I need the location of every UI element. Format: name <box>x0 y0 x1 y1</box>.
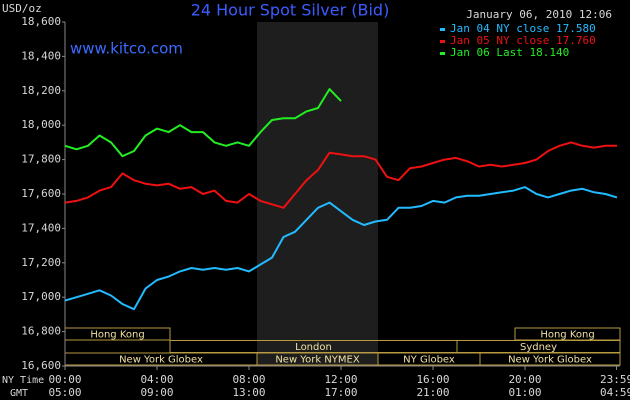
y-axis-label: USD/oz <box>2 2 42 15</box>
legend-label: Jan 04 NY close 17.580 <box>450 22 596 35</box>
x2-tick-label: 13:00 <box>232 386 265 399</box>
y-tick-label: 18,400 <box>21 49 61 62</box>
legend-swatch <box>440 40 445 43</box>
legend-swatch <box>440 28 445 31</box>
x-row-label: GMT <box>10 388 28 399</box>
session-label: Hong Kong <box>90 330 144 341</box>
x2-tick-label: 09:00 <box>140 386 173 399</box>
y-tick-label: 18,600 <box>21 15 61 28</box>
x2-tick-label: 17:00 <box>324 386 357 399</box>
legend-label: Jan 06 Last 18.140 <box>450 46 569 59</box>
x-tick-label: 23:59 <box>600 373 630 386</box>
legend-label: Jan 05 NY close 17.760 <box>450 34 596 47</box>
legend-swatch <box>440 52 445 55</box>
y-tick-label: 18,200 <box>21 84 61 97</box>
session-label: NY Globex <box>403 355 455 366</box>
series-line <box>64 186 618 311</box>
date-label: January 06, 2010 12:06 <box>466 8 612 21</box>
x-tick-label: 16:00 <box>416 373 449 386</box>
x-tick-label: 08:00 <box>232 373 265 386</box>
chart-title: 24 Hour Spot Silver (Bid) <box>191 1 390 20</box>
session-label: Sydney <box>520 342 557 353</box>
y-tick-label: 17,200 <box>21 256 61 269</box>
y-tick-label: 16,600 <box>21 359 61 372</box>
site-label: www.kitco.com <box>70 40 183 58</box>
x2-tick-label: 21:00 <box>416 386 449 399</box>
series-line <box>64 141 617 209</box>
session-box <box>479 352 621 366</box>
y-tick-label: 17,000 <box>21 290 61 303</box>
x2-tick-label: 04:59 <box>600 386 630 399</box>
x2-tick-label: 05:00 <box>48 386 81 399</box>
session-label: New York NYMEX <box>275 355 360 366</box>
nymex-shade <box>257 22 378 366</box>
x-row-label: NY Time <box>2 375 44 386</box>
y-tick-label: 18,000 <box>21 118 61 131</box>
session-label: London <box>295 342 332 353</box>
x-tick-label: 20:00 <box>508 373 541 386</box>
x-tick-label: 00:00 <box>48 373 81 386</box>
x-tick-label: 12:00 <box>324 373 357 386</box>
y-tick-label: 17,400 <box>21 221 61 234</box>
session-label: New York Globex <box>119 355 203 366</box>
y-tick-label: 17,800 <box>21 153 61 166</box>
x-tick-label: 04:00 <box>140 373 173 386</box>
session-label: Hong Kong <box>540 330 594 341</box>
session-label: New York Globex <box>508 355 592 366</box>
y-tick-label: 16,800 <box>21 325 61 338</box>
x2-tick-label: 01:00 <box>508 386 541 399</box>
series-line <box>64 88 342 158</box>
y-tick-label: 17,600 <box>21 187 61 200</box>
